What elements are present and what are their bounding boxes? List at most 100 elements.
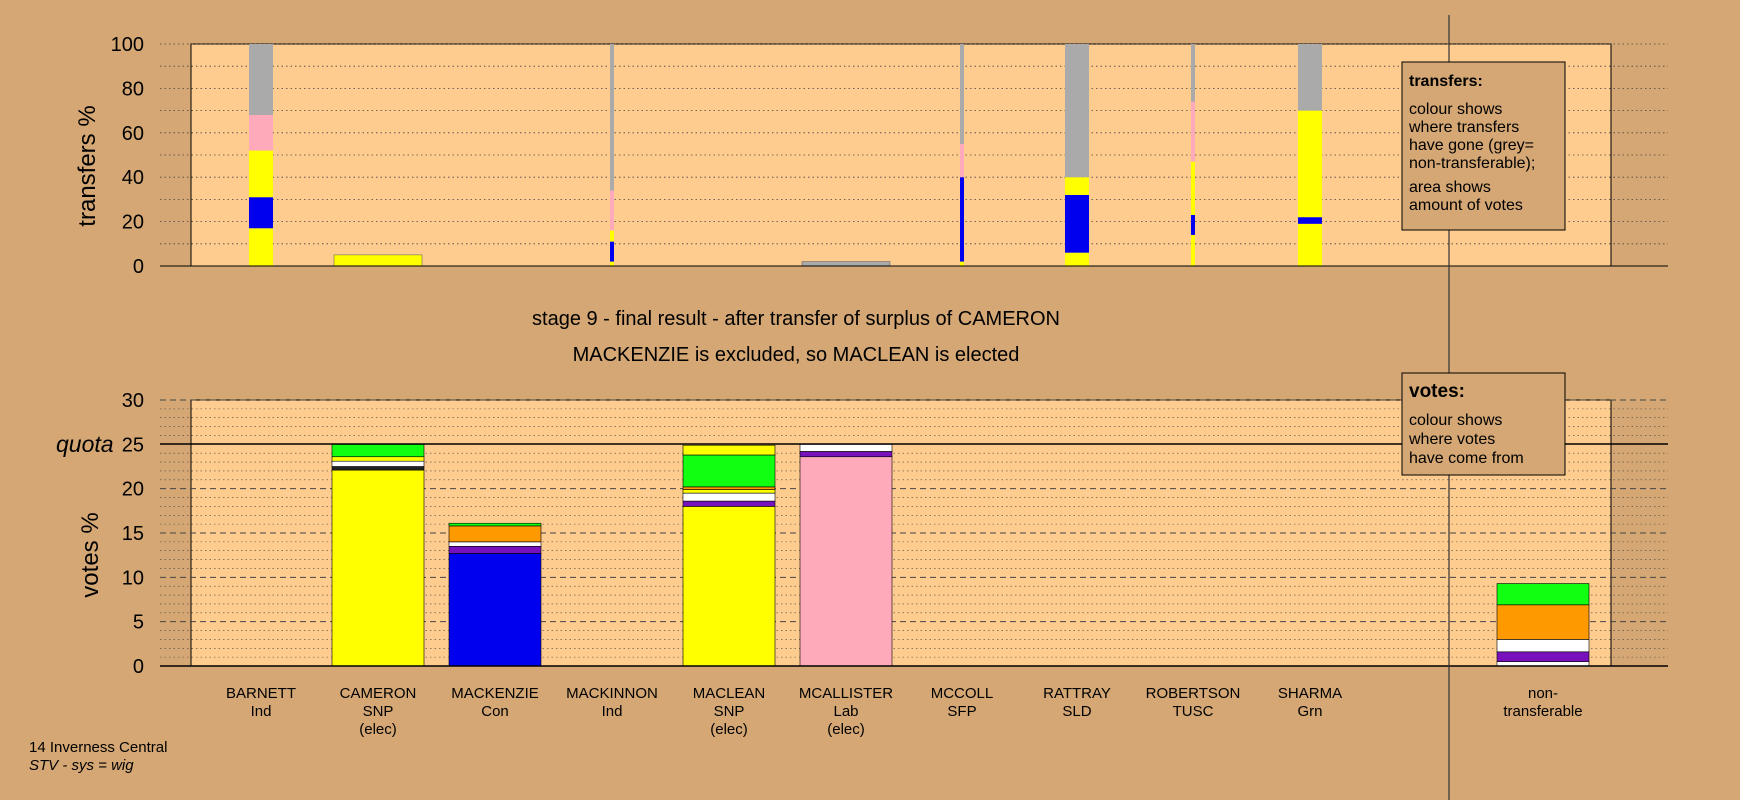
transfer-bar-segment-mackinnon — [610, 230, 614, 242]
transfer-bar-segment-mackinnon — [610, 44, 614, 191]
transfer-bar-segment-robertson — [1191, 101, 1195, 162]
footer-constituency: 14 Inverness Central — [29, 739, 167, 756]
transfer-bar-segment-sharma — [1298, 44, 1322, 111]
vote-bar-segment-maclean — [682, 500, 776, 507]
candidate-label-robertson: ROBERTSON — [1146, 685, 1241, 702]
votes-tick-label: 10 — [122, 567, 144, 589]
vote-bar-segment-mcallister — [799, 444, 893, 452]
transfer-bar-segment-mackinnon — [610, 261, 614, 266]
transfers-tick-label: 100 — [111, 34, 144, 56]
votes-legend-line: colour shows — [1409, 412, 1502, 429]
candidate-label-maclean: SNP — [714, 703, 745, 720]
transfers-legend-line: area shows — [1409, 179, 1491, 196]
votes-tick-label: 20 — [122, 479, 144, 501]
transfer-bar-segment-sharma — [1298, 217, 1322, 224]
transfers-tick-label: 0 — [133, 256, 144, 278]
transfer-bar-segment-rattray — [1065, 194, 1089, 253]
votes-legend-line: have come from — [1409, 450, 1524, 467]
vote-bar-segment-mackenzie — [448, 545, 542, 554]
vote-bar-segment-cameron — [331, 444, 425, 458]
transfer-bar-segment-mccoll — [960, 177, 964, 262]
transfer-bar-segment-rattray — [1065, 44, 1089, 178]
candidate-label-mackinnon: MACKINNON — [566, 685, 658, 702]
candidate-label-mccoll: SFP — [947, 703, 976, 720]
transfer-bar-segment-mcallister — [801, 261, 891, 267]
vote-bar-segment-mackenzie — [448, 522, 542, 527]
transfers-tick-label: 80 — [122, 78, 144, 100]
transfer-bar-segment-mccoll — [960, 44, 964, 144]
vote-bar-segment-non-transferable — [1496, 604, 1590, 640]
votes-tick-label: 0 — [133, 656, 144, 678]
vote-bar-segment-maclean — [682, 489, 776, 494]
transfers-legend-line: have gone (grey= — [1409, 137, 1534, 154]
candidate-label-mcallister: Lab — [833, 703, 858, 720]
transfers-legend-title: transfers: — [1409, 73, 1483, 90]
vote-bar-segment-mackenzie — [448, 541, 542, 547]
candidate-label-cameron: CAMERON — [340, 685, 417, 702]
candidate-label-mcallister: (elec) — [827, 721, 865, 738]
votes-legend-title: votes: — [1409, 381, 1465, 402]
quota-label: quota — [56, 431, 114, 457]
nontransferable-label: non- — [1528, 685, 1558, 702]
candidate-label-sharma: SHARMA — [1278, 685, 1342, 702]
transfer-bar-segment-barnett — [249, 150, 273, 198]
nontransferable-label: transferable — [1503, 703, 1582, 720]
votes-legend-line: where votes — [1408, 431, 1495, 448]
transfers-tick-labels: 0 20 40 60 80 100 — [111, 34, 144, 278]
transfer-bar-segment-robertson — [1191, 234, 1195, 266]
transfer-bar-segment-rattray — [1065, 177, 1089, 195]
vote-bar-segment-cameron — [331, 466, 425, 471]
transfers-legend-line: amount of votes — [1409, 197, 1523, 214]
vote-bar-segment-cameron — [331, 460, 425, 467]
vote-bar-segment-mackenzie — [448, 525, 542, 543]
votes-bars — [331, 444, 1590, 667]
stage-subtitle: MACKENZIE is excluded, so MACLEAN is ele… — [573, 344, 1020, 366]
candidate-label-robertson: TUSC — [1173, 703, 1214, 720]
candidate-label-rattray: SLD — [1062, 703, 1091, 720]
votes-tick-label: 5 — [133, 612, 144, 634]
votes-y-axis-title: votes % — [77, 512, 104, 597]
transfer-bar-segment-rattray — [1065, 252, 1089, 266]
candidate-label-mackinnon: Ind — [602, 703, 623, 720]
transfer-bar-segment-cameron — [333, 254, 423, 267]
candidate-label-barnett: Ind — [251, 703, 272, 720]
votes-legend-box — [1401, 372, 1566, 476]
votes-tick-label: 25 — [122, 434, 144, 456]
transfer-bar-segment-robertson — [1191, 161, 1195, 215]
transfer-bar-segment-barnett — [249, 197, 273, 229]
vote-bar-segment-mcallister — [799, 456, 893, 667]
candidate-label-sharma: Grn — [1297, 703, 1322, 720]
vote-bar-segment-maclean — [682, 486, 776, 490]
candidate-label-rattray: RATTRAY — [1043, 685, 1111, 702]
vote-bar-segment-cameron — [331, 469, 425, 667]
vote-bar-segment-maclean — [682, 454, 776, 488]
votes-legend-lines: colour shows where votes have come from — [1408, 412, 1524, 467]
transfer-bar-segment-mackinnon — [610, 190, 614, 231]
transfer-bar-segment-mccoll — [960, 261, 964, 266]
transfers-tick-label: 20 — [122, 212, 144, 234]
vote-bar-segment-maclean — [682, 492, 776, 502]
votes-tick-label: 30 — [122, 390, 144, 412]
vote-bar-segment-mackenzie — [448, 553, 542, 667]
vote-bar-segment-mcallister — [799, 451, 893, 458]
transfer-bar-segment-barnett — [249, 228, 273, 266]
transfer-bar-segment-robertson — [1191, 44, 1195, 102]
candidate-label-cameron: (elec) — [359, 721, 397, 738]
transfers-tick-label: 40 — [122, 167, 144, 189]
transfers-legend-box — [1401, 61, 1566, 231]
candidate-label-cameron: SNP — [363, 703, 394, 720]
votes-legend: votes: colour shows where votes have come … — [1401, 372, 1566, 476]
transfer-bar-segment-sharma — [1298, 110, 1322, 218]
transfers-plot-area — [190, 43, 1612, 267]
vote-bar-segment-cameron — [331, 456, 425, 462]
transfer-bar-segment-barnett — [249, 44, 273, 116]
transfer-bar-segment-mackinnon — [610, 241, 614, 262]
stage-title: stage 9 - final result - after transfer … — [532, 308, 1060, 330]
candidate-label-maclean: MACLEAN — [693, 685, 766, 702]
candidate-label-mackenzie: MACKENZIE — [451, 685, 539, 702]
transfers-legend-line: non-transferable); — [1409, 155, 1535, 172]
transfers-bars — [249, 44, 1322, 267]
transfers-legend-line: colour shows — [1409, 101, 1502, 118]
